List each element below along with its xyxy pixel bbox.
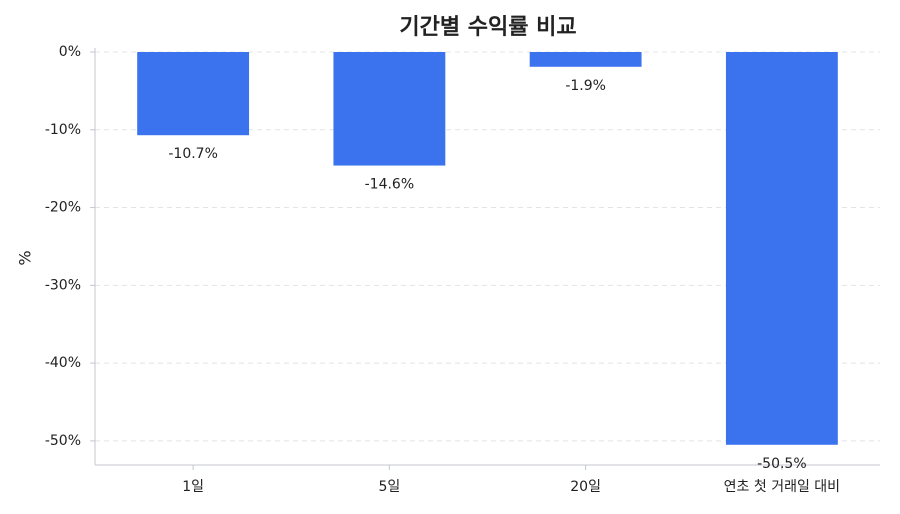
data-label: -1.9%: [565, 78, 606, 94]
x-tick-label: 연초 첫 거래일 대비: [724, 479, 840, 495]
data-label: -50.5%: [757, 456, 807, 472]
y-tick-label: -40%: [45, 355, 81, 371]
x-tick-label: 5일: [378, 479, 400, 495]
x-tick-label: 20일: [570, 479, 601, 495]
y-tick-label: 0%: [59, 44, 81, 60]
chart-title: 기간별 수익률 비교: [399, 15, 576, 40]
bar: [137, 52, 250, 136]
y-tick-label: -20%: [45, 200, 81, 216]
y-tick-label: -10%: [45, 122, 81, 138]
bar: [725, 52, 838, 445]
x-tick-label: 1일: [182, 479, 204, 495]
y-tick-label: -50%: [45, 433, 81, 449]
y-axis-label: %: [16, 250, 35, 265]
bar: [333, 52, 446, 166]
y-tick-label: -30%: [45, 277, 81, 293]
bar: [529, 52, 642, 67]
data-label: -14.6%: [365, 177, 415, 193]
data-label: -10.7%: [168, 146, 218, 162]
